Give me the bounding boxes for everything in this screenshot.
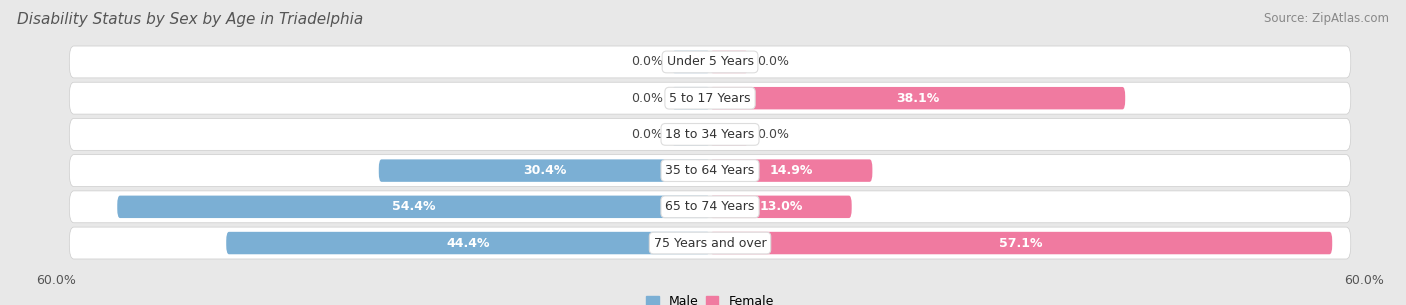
FancyBboxPatch shape bbox=[672, 123, 710, 145]
FancyBboxPatch shape bbox=[710, 51, 748, 73]
Text: 30.4%: 30.4% bbox=[523, 164, 567, 177]
Legend: Male, Female: Male, Female bbox=[641, 290, 779, 305]
FancyBboxPatch shape bbox=[672, 51, 710, 73]
Text: 35 to 64 Years: 35 to 64 Years bbox=[665, 164, 755, 177]
FancyBboxPatch shape bbox=[69, 227, 1351, 259]
Text: Source: ZipAtlas.com: Source: ZipAtlas.com bbox=[1264, 12, 1389, 25]
Text: 0.0%: 0.0% bbox=[756, 128, 789, 141]
FancyBboxPatch shape bbox=[69, 46, 1351, 78]
Text: 65 to 74 Years: 65 to 74 Years bbox=[665, 200, 755, 213]
Text: Under 5 Years: Under 5 Years bbox=[666, 56, 754, 68]
Text: 13.0%: 13.0% bbox=[759, 200, 803, 213]
FancyBboxPatch shape bbox=[710, 160, 872, 182]
Text: 0.0%: 0.0% bbox=[631, 56, 664, 68]
FancyBboxPatch shape bbox=[69, 191, 1351, 223]
Text: 0.0%: 0.0% bbox=[756, 56, 789, 68]
FancyBboxPatch shape bbox=[672, 87, 710, 109]
Text: 57.1%: 57.1% bbox=[1000, 237, 1043, 249]
Text: 18 to 34 Years: 18 to 34 Years bbox=[665, 128, 755, 141]
Text: 54.4%: 54.4% bbox=[392, 200, 436, 213]
Text: 0.0%: 0.0% bbox=[631, 92, 664, 105]
Text: 5 to 17 Years: 5 to 17 Years bbox=[669, 92, 751, 105]
FancyBboxPatch shape bbox=[226, 232, 710, 254]
FancyBboxPatch shape bbox=[710, 196, 852, 218]
FancyBboxPatch shape bbox=[710, 232, 1333, 254]
FancyBboxPatch shape bbox=[710, 123, 748, 145]
Text: 0.0%: 0.0% bbox=[631, 128, 664, 141]
Text: Disability Status by Sex by Age in Triadelphia: Disability Status by Sex by Age in Triad… bbox=[17, 12, 363, 27]
FancyBboxPatch shape bbox=[69, 155, 1351, 187]
FancyBboxPatch shape bbox=[378, 160, 710, 182]
FancyBboxPatch shape bbox=[117, 196, 710, 218]
Text: 38.1%: 38.1% bbox=[896, 92, 939, 105]
Text: 75 Years and over: 75 Years and over bbox=[654, 237, 766, 249]
FancyBboxPatch shape bbox=[69, 118, 1351, 150]
Text: 44.4%: 44.4% bbox=[446, 237, 489, 249]
Text: 14.9%: 14.9% bbox=[769, 164, 813, 177]
FancyBboxPatch shape bbox=[710, 87, 1125, 109]
FancyBboxPatch shape bbox=[69, 82, 1351, 114]
